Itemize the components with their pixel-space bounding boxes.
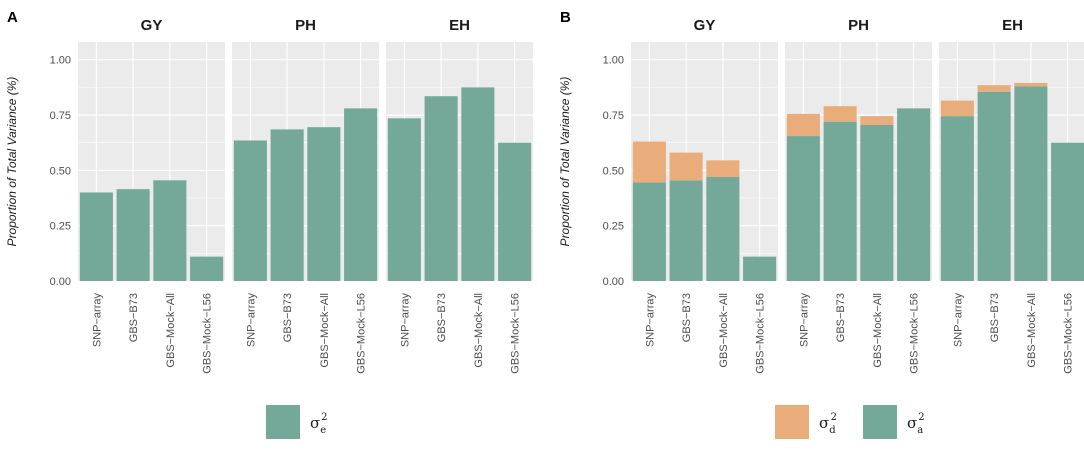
bar [897,108,931,281]
facet-title: PH [295,17,316,34]
bar [669,180,703,281]
x-tick-label: GBS−Mock−All [872,293,884,368]
y-tick-label: 0.00 [603,276,624,288]
facet-title: EH [1002,17,1023,34]
facet-ph: PH SNP−array GBS−B73 GBS−Mock−All GBS−Mock−L… [232,17,379,374]
x-tick-label: SNP−array [91,293,103,348]
bar [706,176,740,281]
bar [387,118,421,281]
bar [786,136,820,281]
y-axis-title: Proportion of Total Variance (%) [558,77,572,247]
x-tick-label: GBS−Mock−L56 [510,293,522,374]
y-tick-label: 0.00 [50,276,71,288]
bar [233,140,267,281]
legend: σd2 σa2 [775,405,925,439]
legend-label: σd2 [819,412,837,436]
bar [632,182,666,281]
y-tick-label: 1.00 [50,55,71,67]
x-tick-label: SNP−array [245,293,257,348]
facet-gy: GY SNP−array GBS−B73 GBS−Mock−All GBS−Mock−L… [78,17,225,374]
x-tick-label: GBS−B73 [835,293,847,342]
bar [669,152,703,181]
bar [860,124,894,281]
x-tick-label: GBS−Mock−L56 [356,293,368,374]
x-tick-label: GBS−B73 [989,293,1001,342]
y-tick-label: 0.50 [50,165,71,177]
bar [977,91,1011,282]
bar [786,113,820,137]
x-tick-label: GBS−B73 [282,293,294,342]
facet-eh: EH SNP−array GBS−B73 GBS−Mock−All GBS−Mock−L… [939,17,1084,374]
bar [1014,86,1048,281]
legend: σe2 [266,405,328,439]
panel-b: B Proportion of Total Variance (%) 0.00 0.2… [558,9,1084,439]
y-tick-label: 1.00 [603,55,624,67]
x-tick-label: GBS−Mock−All [473,293,485,368]
bar [940,100,974,117]
bar [79,192,113,281]
bar [860,116,894,125]
facet-ph: PH SNP−array GBS−B73 GBS−Mock−All GBS−Mock−L… [785,17,932,374]
bar [190,256,224,281]
y-tick-label: 0.25 [50,221,71,233]
facet-title: EH [449,17,470,34]
bar [116,189,150,281]
legend-key [863,405,897,439]
legend-key [266,405,300,439]
x-tick-label: GBS−B73 [436,293,448,342]
panel-a: A Proportion of Total Variance (%) 0.00 0.2… [5,9,533,439]
bar [344,108,378,281]
x-tick-label: SNP−array [399,293,411,348]
x-tick-label: SNP−array [644,293,656,348]
x-tick-label: GBS−Mock−L56 [755,293,767,374]
facet-title: GY [694,17,716,34]
bar [977,85,1011,92]
x-tick-label: GBS−Mock−All [165,293,177,368]
bar [1051,142,1084,281]
bar [823,106,857,122]
bar [940,116,974,281]
y-tick-label: 0.75 [50,110,71,122]
x-tick-label: GBS−B73 [681,293,693,342]
y-tick-label: 0.75 [603,110,624,122]
x-tick-label: GBS−Mock−L56 [1063,293,1075,374]
bar [424,96,458,281]
legend-label: σe2 [310,412,328,436]
bar [153,180,187,281]
x-tick-label: GBS−Mock−All [319,293,331,368]
legend-label: σa2 [907,412,925,436]
facet-eh: EH SNP−array GBS−B73 GBS−Mock−All GBS−Mock−L… [386,17,533,374]
panel-letter: B [560,9,571,26]
bar [461,87,495,281]
x-tick-label: GBS−Mock−All [718,293,730,368]
x-tick-label: GBS−Mock−L56 [909,293,921,374]
bar [632,141,666,183]
bar [743,256,777,281]
y-axis-title: Proportion of Total Variance (%) [5,77,19,247]
y-tick-label: 0.25 [603,221,624,233]
bar [1014,82,1048,87]
x-tick-label: GBS−Mock−All [1026,293,1038,368]
facet-title: PH [848,17,869,34]
facet-gy: GY SNP−array GBS−B73 GBS−Mock−All GBS−Mock−L… [631,17,778,374]
x-tick-label: GBS−Mock−L56 [202,293,214,374]
bar [706,160,740,177]
legend-key [775,405,809,439]
bar [498,142,532,281]
bar [823,121,857,282]
x-tick-label: SNP−array [952,293,964,348]
x-tick-label: GBS−B73 [128,293,140,342]
x-tick-label: SNP−array [798,293,810,348]
panel-letter: A [7,9,18,26]
bar [270,129,304,281]
facet-title: GY [141,17,163,34]
bar [307,127,341,282]
y-tick-label: 0.50 [603,165,624,177]
